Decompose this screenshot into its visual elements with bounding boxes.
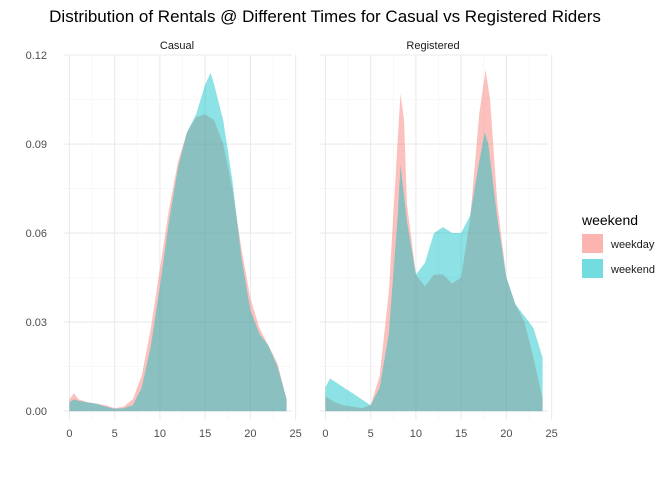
x-tick-label: 20 bbox=[244, 428, 256, 440]
panel-casual: Casual 0 5 10 15 20 25 bbox=[64, 40, 302, 440]
y-tick-label: 0.12 bbox=[26, 50, 47, 62]
y-axis: 0.00 0.03 0.06 0.09 0.12 bbox=[26, 50, 47, 418]
panel-label-casual: Casual bbox=[160, 40, 194, 52]
y-tick-label: 0.03 bbox=[26, 317, 47, 329]
legend-title: weekend bbox=[581, 212, 638, 228]
density-area-weekday bbox=[325, 69, 543, 412]
legend-label-weekend: weekend bbox=[610, 264, 655, 276]
legend-label-weekday: weekday bbox=[610, 239, 655, 251]
legend-key-weekday bbox=[582, 234, 603, 253]
y-tick-label: 0.06 bbox=[26, 228, 47, 240]
y-tick-label: 0.00 bbox=[26, 406, 47, 418]
x-tick-label: 25 bbox=[289, 428, 301, 440]
legend: weekend weekday weekend bbox=[581, 212, 655, 278]
x-tick-label: 15 bbox=[199, 428, 211, 440]
x-tick-label: 5 bbox=[368, 428, 374, 440]
density-area-weekday bbox=[69, 114, 287, 412]
x-tick-label: 20 bbox=[500, 428, 512, 440]
chart-title: Distribution of Rentals @ Different Time… bbox=[49, 7, 601, 26]
y-tick-label: 0.09 bbox=[26, 139, 47, 151]
x-tick-label: 5 bbox=[112, 428, 118, 440]
x-tick-label: 10 bbox=[410, 428, 422, 440]
x-tick-label: 25 bbox=[545, 428, 557, 440]
legend-key-weekend bbox=[582, 259, 603, 278]
x-tick-label: 10 bbox=[154, 428, 166, 440]
x-tick-label: 15 bbox=[455, 428, 467, 440]
x-tick-label: 0 bbox=[66, 428, 72, 440]
density-area-weekend bbox=[325, 132, 543, 412]
panel-label-registered: Registered bbox=[406, 40, 459, 52]
panel-registered: Registered 0 5 10 15 20 25 bbox=[320, 40, 558, 440]
density-area-weekend bbox=[69, 72, 287, 412]
x-tick-label: 0 bbox=[322, 428, 328, 440]
